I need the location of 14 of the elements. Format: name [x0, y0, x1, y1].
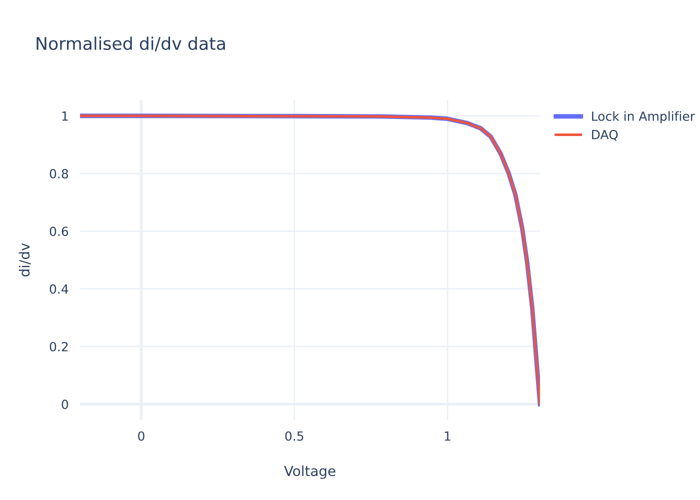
chart-title: Normalised di/dv data: [36, 36, 225, 52]
y-tick-label: 0.4: [50, 284, 68, 294]
y-tick-label: 1: [62, 111, 68, 121]
legend-label: DAQ: [592, 130, 618, 141]
x-axis-title: Voltage: [284, 465, 336, 479]
y-tick-label: 0: [62, 400, 68, 410]
x-tick-label: 1: [444, 431, 450, 441]
legend-label: Lock in Amplifier: [592, 111, 696, 124]
x-tick-label: 0.5: [285, 431, 304, 441]
x-tick-label: 0: [138, 431, 144, 441]
y-tick-label: 0.2: [50, 342, 68, 352]
y-tick-label: 0.6: [50, 226, 68, 236]
y-tick-label: 0.8: [50, 168, 68, 178]
y-axis-title: di/dv: [18, 243, 31, 276]
